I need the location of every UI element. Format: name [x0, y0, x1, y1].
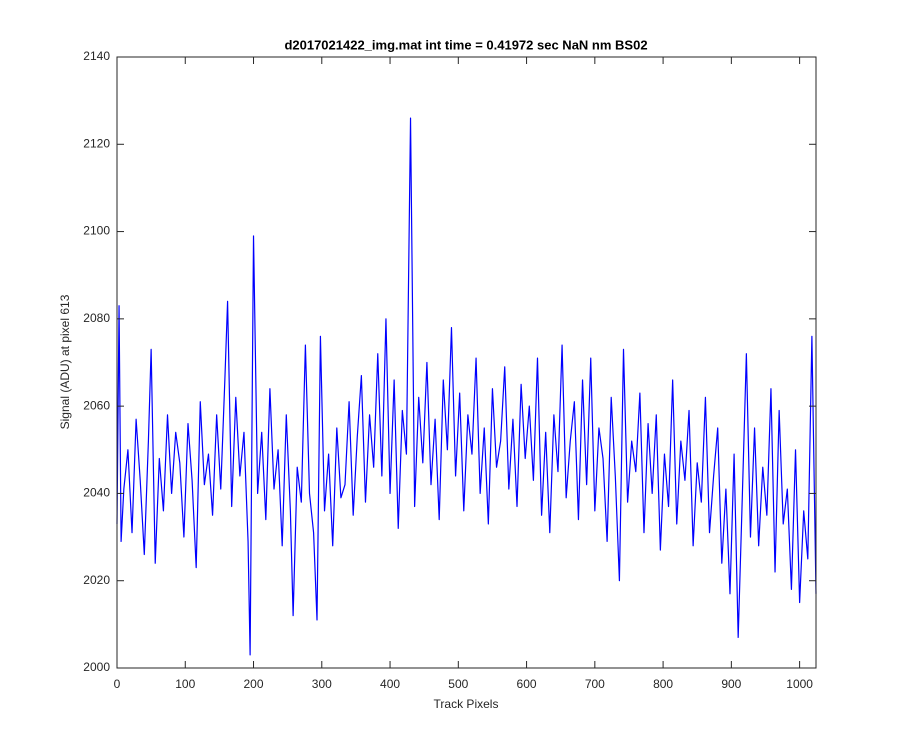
chart-title: d2017021422_img.mat int time = 0.41972 s… [284, 37, 647, 52]
x-tick-label: 100 [175, 677, 195, 691]
y-tick-label: 2120 [83, 136, 110, 150]
data-line [116, 117, 817, 656]
x-tick-label: 500 [448, 677, 468, 691]
y-tick-label: 2040 [83, 486, 110, 500]
x-tick-label: 800 [653, 677, 673, 691]
x-tick-label: 0 [114, 677, 121, 691]
x-tick-label: 400 [380, 677, 400, 691]
x-tick-label: 900 [721, 677, 741, 691]
axes-box [116, 56, 817, 669]
x-tick-label: 700 [585, 677, 605, 691]
x-tick-label: 1000 [786, 677, 813, 691]
x-tick-label: 600 [517, 677, 537, 691]
x-tick-label: 300 [312, 677, 332, 691]
y-tick-label: 2140 [83, 49, 110, 63]
y-tick-label: 2020 [83, 573, 110, 587]
y-tick-label: 2000 [83, 660, 110, 674]
y-axis-label: Signal (ADU) at pixel 613 [58, 294, 72, 429]
x-tick-label: 200 [244, 677, 264, 691]
y-tick-label: 2100 [83, 224, 110, 238]
y-tick-label: 2060 [83, 398, 110, 412]
x-axis-label: Track Pixels [434, 697, 499, 711]
y-tick-label: 2080 [83, 311, 110, 325]
